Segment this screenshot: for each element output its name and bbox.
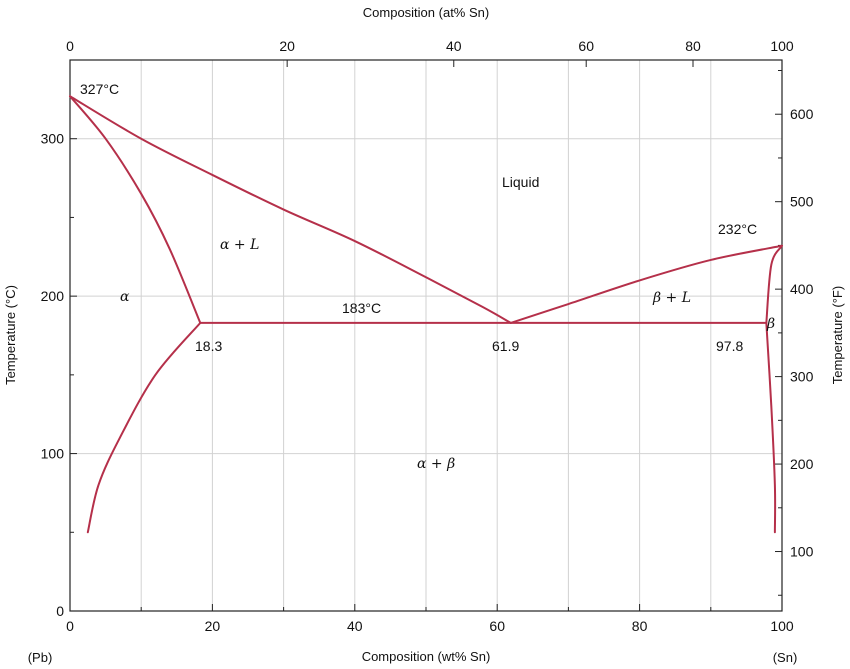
beta-limit-label: 97.8 — [716, 338, 743, 354]
bottom-axis-tick-label: 80 — [632, 618, 648, 634]
sn-melting-label: 232°C — [718, 221, 757, 237]
top-axis-tick-label: 20 — [279, 38, 295, 54]
left-axis-tick-label: 300 — [41, 131, 65, 147]
liquidus-alpha-side — [69, 95, 512, 324]
bottom-axis-tick-label: 40 — [347, 618, 363, 634]
solvus-beta — [765, 321, 777, 534]
liquidus-beta-side — [509, 244, 783, 324]
pb-endpoint-label: (Pb) — [28, 650, 53, 665]
right-axis-tick-label: 300 — [790, 369, 814, 385]
right-axis-title: Temperature (°F) — [830, 286, 845, 384]
solidus-beta — [765, 244, 783, 324]
bottom-axis-tick-label: 100 — [770, 618, 794, 634]
top-axis-tick-label: 60 — [578, 38, 594, 54]
alpha-beta-region-label: α + β — [417, 456, 455, 472]
sn-endpoint-label: (Sn) — [773, 650, 798, 665]
left-axis-tick-label: 0 — [56, 603, 64, 619]
eutectic-temp-label: 183°C — [342, 300, 381, 316]
right-axis-tick-label: 400 — [790, 281, 814, 297]
bottom-axis-tick-label: 0 — [66, 618, 74, 634]
eutectic-comp-label: 61.9 — [492, 338, 519, 354]
top-axis-tick-label: 40 — [446, 38, 462, 54]
pb-melting-label: 327°C — [80, 81, 119, 97]
left-axis-tick-label: 100 — [41, 446, 65, 462]
right-axis-tick-label: 200 — [790, 456, 814, 472]
beta-region-label: β — [766, 316, 775, 332]
solvus-alpha — [86, 321, 202, 534]
beta-liquid-region-label: β + L — [652, 290, 691, 306]
solidus-alpha — [69, 95, 202, 324]
right-axis-tick-label: 500 — [790, 194, 814, 210]
top-axis-tick-label: 80 — [685, 38, 701, 54]
alpha-liquid-region-label: α + L — [220, 237, 259, 253]
top-axis-tick-label: 100 — [770, 38, 794, 54]
top-axis-tick-label: 0 — [66, 38, 74, 54]
top-axis-title: Composition (at% Sn) — [363, 5, 489, 20]
bottom-axis-tick-label: 20 — [205, 618, 221, 634]
right-axis-tick-label: 100 — [790, 544, 814, 560]
liquid-region-label: Liquid — [502, 174, 539, 190]
bottom-axis-tick-label: 60 — [489, 618, 505, 634]
alpha-limit-label: 18.3 — [195, 338, 222, 354]
bottom-axis-title: Composition (wt% Sn) — [362, 649, 491, 664]
alpha-region-label: α — [120, 289, 130, 305]
left-axis-title: Temperature (°C) — [3, 285, 18, 385]
right-axis-tick-label: 600 — [790, 106, 814, 122]
left-axis-tick-label: 200 — [41, 288, 65, 304]
